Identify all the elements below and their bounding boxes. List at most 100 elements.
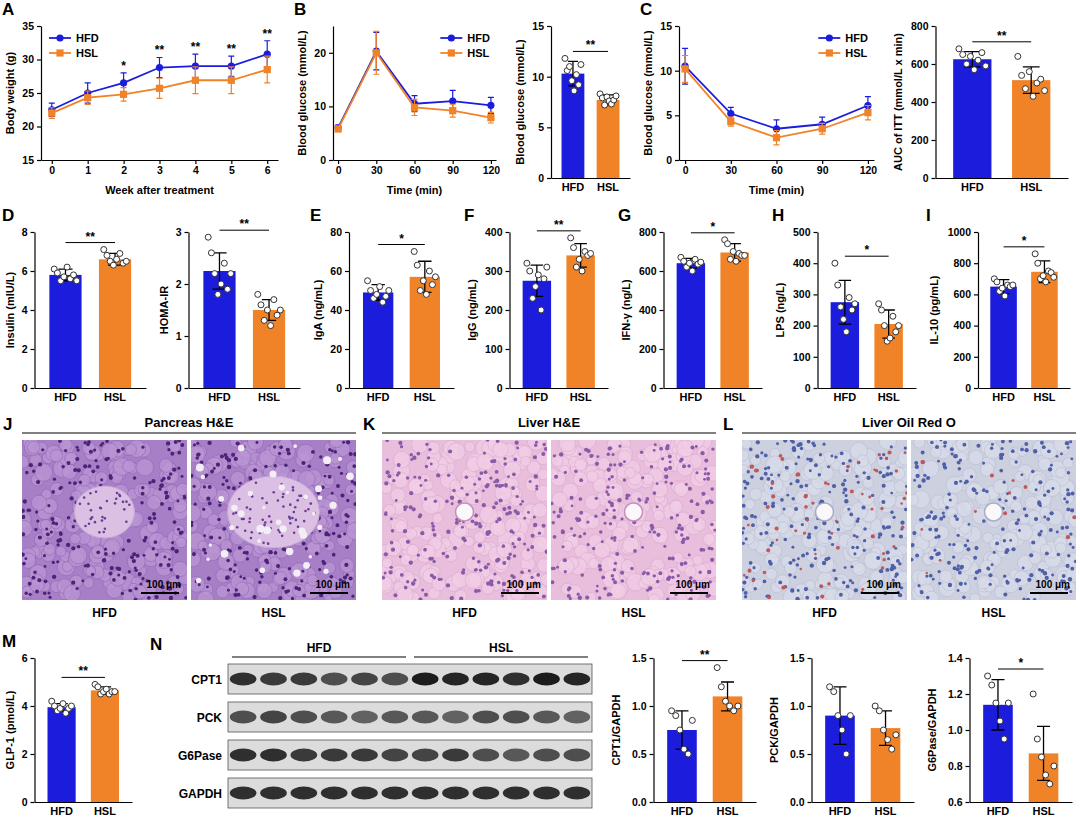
nucleus: [123, 508, 126, 511]
tick-label: 1: [176, 330, 182, 342]
vacuole: [318, 495, 323, 500]
nucleus: [225, 576, 229, 580]
tick-mark: [329, 106, 333, 107]
figure: A15202530350123456Week after treatmentBo…: [0, 0, 1080, 828]
nucleus: [38, 462, 42, 466]
y-axis: 020406080: [330, 226, 349, 394]
error-bar: [833, 687, 846, 745]
nucleus: [50, 531, 53, 534]
data-point: [576, 82, 582, 88]
nucleus: [249, 517, 252, 520]
nucleus: [233, 570, 236, 573]
y-axis: 0123: [176, 226, 189, 394]
cell: [59, 440, 72, 451]
nucleus: [108, 571, 112, 575]
x-axis: HFDHSL: [510, 389, 609, 403]
nucleus: [206, 497, 210, 501]
data-point: [975, 57, 981, 63]
tick-label: 0.5: [790, 748, 805, 760]
plot-marks: [667, 665, 742, 802]
bar: [825, 716, 855, 802]
tick-mark: [814, 232, 818, 233]
cell: [521, 456, 531, 466]
nucleus: [334, 450, 337, 453]
nucleus: [181, 475, 184, 478]
tick: 0.6: [948, 796, 970, 808]
tick-label: 20: [330, 343, 342, 355]
data-point: [426, 268, 432, 274]
nucleus: [255, 568, 259, 572]
marker: [864, 109, 871, 116]
nucleus: [273, 445, 276, 448]
series-line: [52, 54, 267, 110]
tick-mark: [650, 754, 654, 755]
data-point: [205, 234, 211, 240]
panel-letter: K: [363, 415, 376, 434]
axis-line: [350, 388, 455, 389]
nucleus: [177, 440, 181, 443]
data-point: [1002, 293, 1008, 299]
nucleus: [170, 452, 174, 456]
data-point: [414, 262, 420, 268]
vacuole: [293, 569, 300, 576]
cell: [532, 536, 547, 553]
data-point: [840, 316, 846, 322]
legend: HFDHSL: [818, 32, 868, 59]
data-point: [258, 302, 264, 308]
nucleus: [318, 568, 321, 571]
cell: [425, 458, 438, 471]
axis-line: [35, 388, 147, 389]
tick-label: 6: [22, 652, 28, 664]
tick-mark: [974, 294, 978, 295]
nucleus: [41, 448, 44, 451]
nucleus: [115, 498, 118, 501]
cell: [533, 503, 547, 517]
title-rule: [22, 433, 356, 434]
tick: 120: [860, 160, 878, 176]
nucleus: [181, 530, 184, 533]
cell: [191, 504, 201, 522]
tick-mark: [185, 388, 189, 389]
tick-label: 20: [314, 47, 326, 59]
data-point: [527, 268, 533, 274]
marker: [84, 94, 91, 101]
nucleus: [297, 587, 301, 591]
tick-mark: [547, 26, 551, 27]
tick-label: 60: [409, 164, 421, 176]
nucleus: [353, 502, 356, 506]
cell: [191, 551, 201, 566]
tick-label: HFD: [992, 391, 1015, 403]
islet: [228, 476, 320, 548]
nucleus: [93, 448, 96, 451]
cell: [173, 499, 187, 513]
data-point: [573, 72, 579, 78]
nucleus: [353, 452, 356, 456]
annotation: **: [227, 42, 237, 56]
tick: 0: [336, 160, 342, 176]
nucleus: [301, 461, 305, 465]
data-point: [681, 258, 687, 264]
significance-label: *: [1022, 234, 1027, 248]
nucleus: [101, 442, 104, 445]
tick-label: HSL: [1033, 805, 1055, 817]
nucleus: [279, 446, 282, 449]
cell: [535, 485, 547, 501]
nucleus: [22, 562, 26, 566]
nucleus: [138, 572, 142, 576]
panel-letter: M: [2, 632, 16, 651]
tick: 6: [22, 265, 35, 277]
axis-line: [333, 27, 334, 161]
cell: [504, 462, 521, 479]
nucleus: [160, 502, 164, 506]
tick: 400: [911, 96, 936, 108]
nucleus: [302, 594, 306, 598]
axis-line: [653, 659, 654, 803]
tick-mark: [808, 802, 812, 803]
error-bar: [1037, 726, 1050, 780]
data-point: [208, 250, 214, 256]
tick-label: 10: [314, 100, 326, 112]
data-point: [264, 307, 270, 313]
error-bar: [488, 112, 494, 123]
x-axis: HFDHSL: [552, 179, 631, 193]
nucleus: [95, 490, 98, 493]
